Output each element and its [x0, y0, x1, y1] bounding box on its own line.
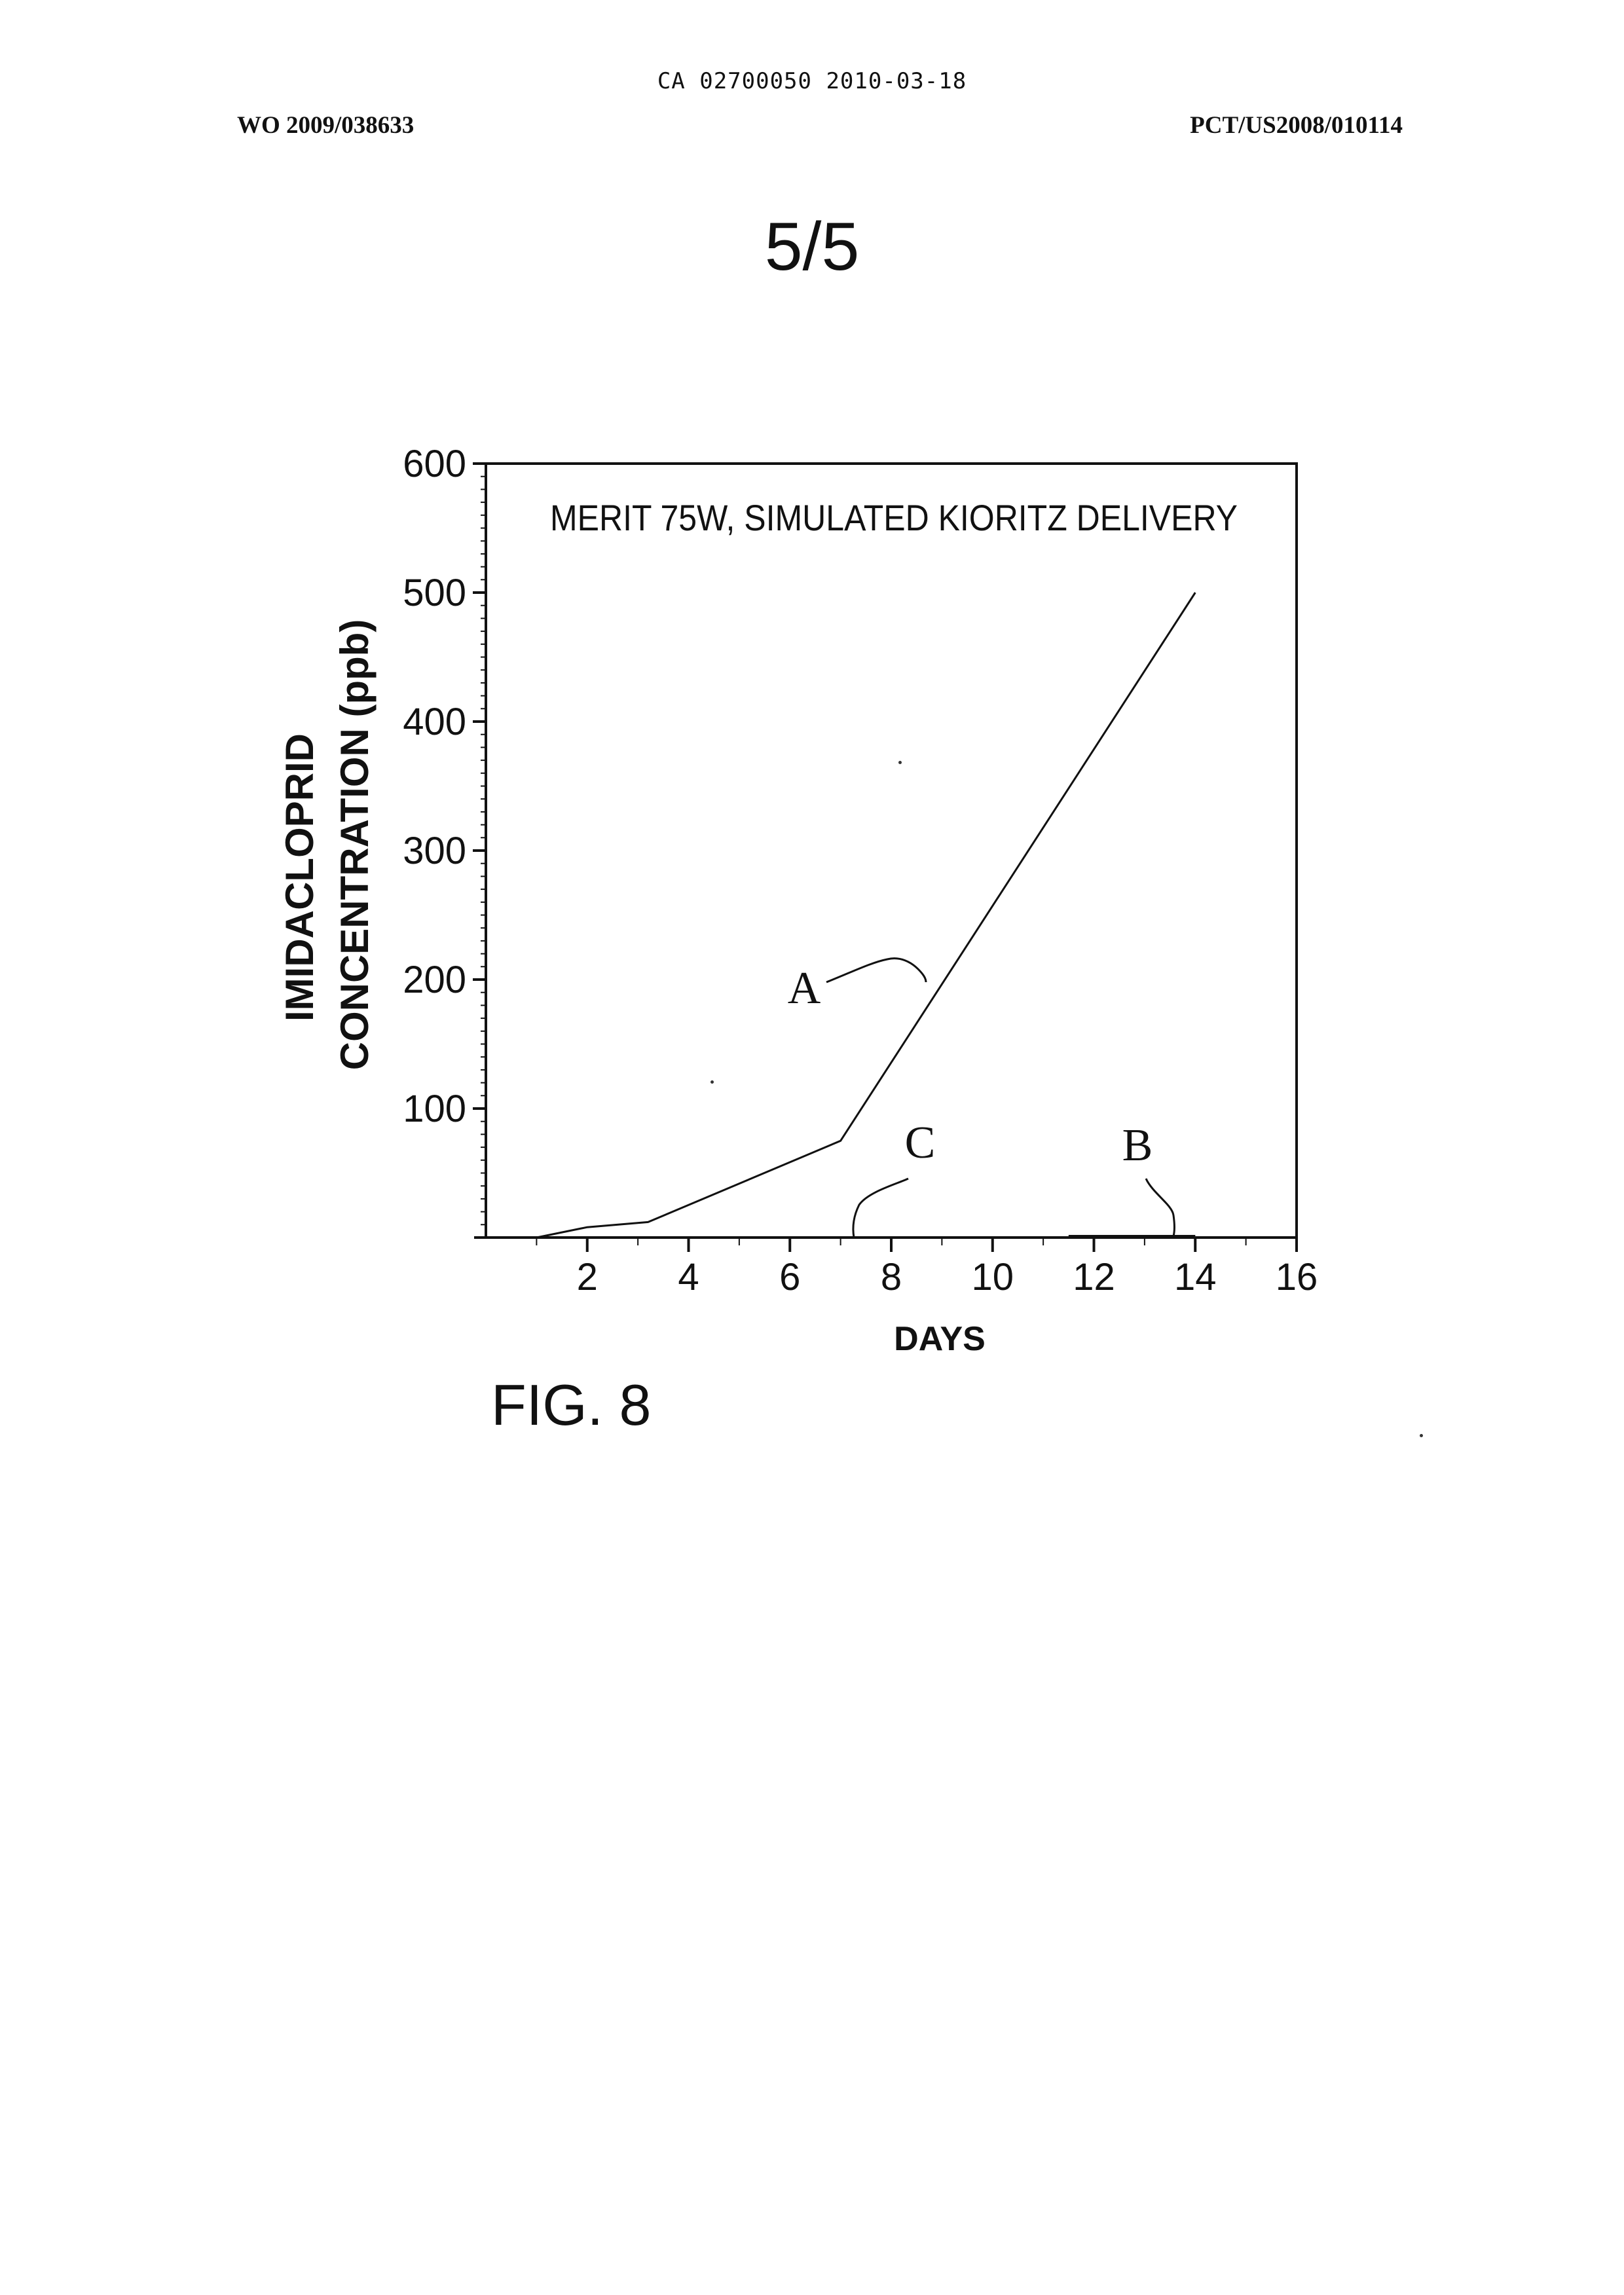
- y-tick-label: 400: [403, 701, 466, 743]
- y-axis: 100 200 300 400 500 600: [403, 443, 486, 1224]
- x-tick-label: 2: [577, 1256, 598, 1298]
- y-tick-label: 200: [403, 959, 466, 1001]
- plot-frame: [474, 464, 1297, 1238]
- y-axis-label-line2: CONCENTRATION (ppb): [333, 619, 377, 1071]
- leader-line-b: [1146, 1179, 1175, 1236]
- y-axis-label-line1: IMIDACLOPRID: [278, 733, 322, 1021]
- series-label-c: C: [905, 1118, 936, 1168]
- y-tick-label: 100: [403, 1088, 466, 1130]
- scan-speck: [898, 761, 902, 764]
- figure-label: FIG. 8: [491, 1372, 652, 1439]
- scan-speck: [710, 1080, 714, 1084]
- y-tick-label: 300: [403, 830, 466, 872]
- scan-speck: [1420, 1434, 1423, 1437]
- x-tick-label: 10: [971, 1256, 1014, 1298]
- leader-line-c: [853, 1179, 908, 1238]
- x-tick-label: 14: [1174, 1256, 1217, 1298]
- plot-border: [486, 464, 1297, 1238]
- chart-title: MERIT 75W, SIMULATED KIORITZ DELIVERY: [550, 497, 1238, 538]
- x-tick-label: 12: [1073, 1256, 1115, 1298]
- x-axis: 2 4 6 8 10 12 14 16: [536, 1238, 1318, 1298]
- x-tick-label: 16: [1276, 1256, 1318, 1298]
- series-callouts: A C B: [788, 959, 1175, 1238]
- series-label-b: B: [1122, 1120, 1153, 1171]
- x-axis-label: DAYS: [894, 1320, 986, 1358]
- y-tick-label: 500: [403, 572, 466, 614]
- x-tick-label: 6: [779, 1256, 800, 1298]
- series-layer: [536, 593, 1195, 1238]
- leader-line-a: [826, 959, 926, 982]
- y-tick-label: 600: [403, 443, 466, 485]
- x-tick-label: 4: [678, 1256, 699, 1298]
- series-label-a: A: [788, 963, 821, 1014]
- series-line-a: [536, 593, 1195, 1238]
- x-tick-label: 8: [881, 1256, 902, 1298]
